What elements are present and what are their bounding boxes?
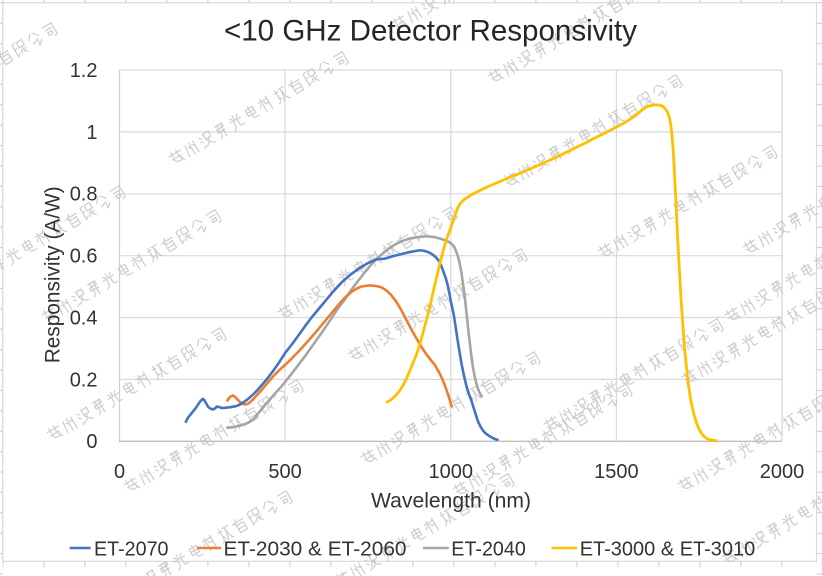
svg-text:1000: 1000	[429, 461, 474, 483]
svg-text:ET-3000 & ET-3010: ET-3000 & ET-3010	[580, 538, 756, 560]
svg-text:500: 500	[268, 461, 301, 483]
svg-text:0.2: 0.2	[70, 369, 98, 391]
svg-text:0: 0	[114, 461, 125, 483]
svg-text:ET-2040: ET-2040	[451, 538, 526, 560]
svg-text:1.2: 1.2	[70, 60, 98, 82]
svg-text:1: 1	[86, 122, 97, 144]
svg-text:<10 GHz Detector Responsivity: <10 GHz Detector Responsivity	[224, 15, 637, 48]
svg-text:Responsivity (A/W): Responsivity (A/W)	[41, 186, 65, 363]
svg-text:0.4: 0.4	[70, 307, 98, 329]
svg-text:0.6: 0.6	[70, 246, 98, 268]
svg-text:2000: 2000	[760, 461, 805, 483]
svg-text:ET-2070: ET-2070	[94, 538, 169, 560]
svg-text:Wavelength (nm): Wavelength (nm)	[371, 489, 531, 513]
svg-text:0: 0	[86, 431, 97, 453]
svg-text:ET-2030 & ET-2060: ET-2030 & ET-2060	[224, 538, 407, 560]
svg-text:0.8: 0.8	[70, 184, 98, 206]
svg-text:1500: 1500	[594, 461, 639, 483]
